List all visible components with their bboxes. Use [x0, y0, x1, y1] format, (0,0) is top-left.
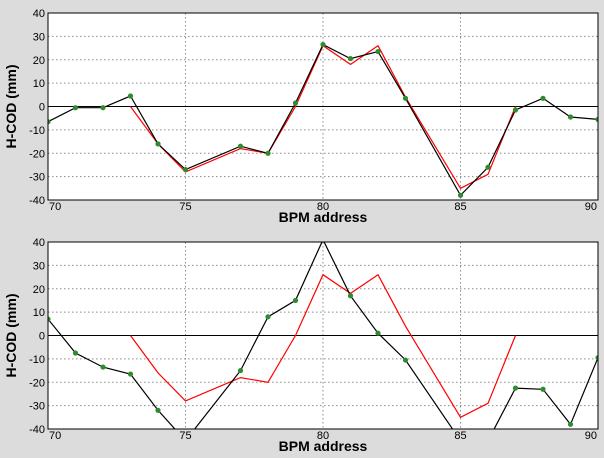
y-tick-label: -20	[29, 377, 45, 389]
data-point	[512, 107, 519, 113]
y-tick-label: -40	[29, 424, 45, 436]
data-point	[540, 95, 546, 101]
data-point	[155, 141, 161, 147]
chart-bottom: 70 75 80 85 90 40 30 20 10 0 -10 -20 -30 -40 BPM addre…	[3, 237, 599, 454]
x-tick-label: 85	[454, 201, 466, 213]
y-tick-label: -30	[29, 401, 45, 413]
data-point	[540, 386, 546, 392]
chart-panel-bottom: 70 75 80 85 90 40 30 20 10 0 -10 -20 -30 -40 BPM addre…	[0, 229, 604, 458]
plot-frame	[47, 12, 599, 201]
data-point	[402, 357, 409, 363]
y-tick-label: -30	[29, 172, 45, 184]
data-point	[512, 385, 519, 391]
y-axis-title: H-COD (mm)	[3, 294, 19, 378]
y-tick-label: 40	[33, 8, 45, 20]
y-tick-label: 0	[39, 331, 45, 343]
data-point	[100, 105, 106, 111]
x-tick-label: 75	[179, 430, 191, 442]
series-group	[48, 242, 598, 443]
data-point	[347, 55, 354, 62]
x-tick-label: 90	[585, 430, 597, 442]
data-point	[347, 293, 354, 299]
data-point	[402, 95, 409, 101]
data-point	[127, 93, 134, 99]
series-line-1	[130, 273, 517, 419]
data-point	[48, 119, 51, 125]
chart-panel-top: 70 75 80 85 90 40 30 20 10 0 -10 -20 -30 -40 BPM addre…	[0, 0, 604, 229]
data-point	[292, 297, 299, 304]
data-point	[321, 242, 325, 243]
data-point	[265, 314, 271, 320]
data-point	[375, 48, 381, 55]
data-point	[292, 100, 299, 106]
y-tick-label: -10	[29, 125, 45, 137]
y-tick-label: 0	[39, 102, 45, 114]
y-tick-label: 10	[33, 307, 45, 319]
data-point	[320, 41, 326, 48]
x-tick-label: 80	[317, 430, 329, 442]
y-tick-label: -40	[29, 195, 45, 207]
x-tick-label: 75	[179, 201, 191, 213]
data-point	[567, 421, 574, 427]
x-tick-label: 85	[454, 430, 466, 442]
x-tick-label: 70	[49, 201, 61, 213]
y-tick-label: -10	[29, 354, 45, 366]
data-point	[127, 371, 134, 377]
data-point	[100, 364, 106, 370]
data-point	[237, 367, 244, 374]
data-point	[48, 316, 51, 322]
data-point	[72, 350, 79, 356]
y-tick-label: 40	[33, 237, 45, 249]
data-point	[485, 438, 490, 443]
x-tick-label: 80	[317, 201, 329, 213]
x-axis-title: BPM address	[279, 438, 368, 454]
data-point	[265, 150, 271, 156]
x-tick-label: 90	[585, 201, 597, 213]
y-tick-label: 30	[33, 31, 45, 43]
y-tick-label: 20	[33, 55, 45, 67]
series-group	[48, 41, 598, 198]
y-tick-label: 10	[33, 78, 45, 90]
y-axis-title: H-COD (mm)	[3, 65, 19, 149]
data-point	[237, 143, 244, 149]
x-axis-title: BPM address	[279, 209, 368, 225]
data-point	[155, 407, 161, 413]
data-point	[485, 164, 491, 170]
y-tick-label: 30	[33, 260, 45, 272]
data-point	[72, 105, 79, 111]
data-point	[567, 114, 574, 120]
chart-top: 70 75 80 85 90 40 30 20 10 0 -10 -20 -30 -40 BPM addre…	[3, 8, 599, 225]
data-point	[457, 192, 464, 198]
data-point	[595, 116, 598, 122]
y-tick-label: 20	[33, 284, 45, 296]
data-point	[182, 167, 189, 173]
x-tick-label: 70	[49, 430, 61, 442]
data-point	[595, 355, 598, 361]
plot-frame	[47, 241, 599, 430]
data-point	[375, 330, 381, 336]
y-tick-label: -20	[29, 148, 45, 160]
